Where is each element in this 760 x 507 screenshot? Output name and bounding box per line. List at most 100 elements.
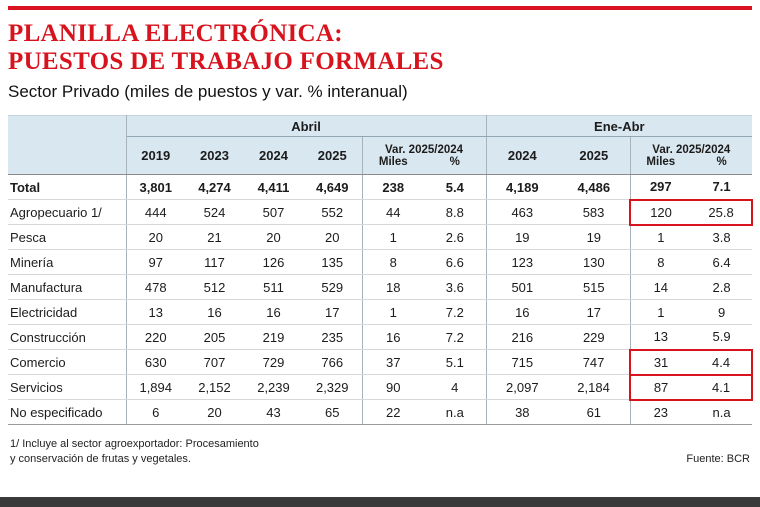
row-label: Servicios bbox=[8, 374, 127, 400]
cell: 463 bbox=[486, 199, 559, 225]
cell: 1 bbox=[362, 224, 424, 250]
cell: 126 bbox=[244, 249, 303, 275]
cell: 8 bbox=[362, 249, 424, 275]
cell: 7.1 bbox=[691, 174, 753, 200]
cell: 22 bbox=[362, 399, 424, 425]
cell: 238 bbox=[362, 174, 424, 200]
cell: 4,486 bbox=[558, 174, 631, 200]
corner-cell bbox=[8, 115, 127, 175]
cell: 5.9 bbox=[691, 324, 753, 350]
row-label: Manufactura bbox=[8, 274, 127, 300]
cell: 8 bbox=[630, 249, 692, 275]
cell: 13 bbox=[126, 299, 185, 325]
cell: 630 bbox=[126, 349, 185, 375]
cell: n.a bbox=[691, 399, 753, 425]
cell: 297 bbox=[630, 174, 692, 200]
cell: 97 bbox=[126, 249, 185, 275]
page-title: PLANILLA ELECTRÓNICA: PUESTOS DE TRABAJO … bbox=[8, 20, 752, 75]
cell: 43 bbox=[244, 399, 303, 425]
subheader-pct-abril: % bbox=[424, 155, 487, 175]
table-row: Construcción 220 205 219 235 16 7.2 216 229 13 5.9 bbox=[8, 324, 753, 350]
row-label: Comercio bbox=[8, 349, 127, 375]
row-label: Minería bbox=[8, 249, 127, 275]
cell: 729 bbox=[244, 349, 303, 375]
column-header-eneabr-2025: 2025 bbox=[558, 136, 631, 175]
header-year-row: 2019 2023 2024 2025 Var. 2025/2024 2024 … bbox=[8, 136, 753, 175]
cell: 4,649 bbox=[303, 174, 363, 200]
cell: 16 bbox=[185, 299, 244, 325]
cell: 229 bbox=[558, 324, 631, 350]
cell: 511 bbox=[244, 274, 303, 300]
cell: 19 bbox=[486, 224, 559, 250]
cell: 219 bbox=[244, 324, 303, 350]
cell: 13 bbox=[630, 324, 692, 350]
cell: 4 bbox=[424, 374, 487, 400]
cell: 3.6 bbox=[424, 274, 487, 300]
cell: 515 bbox=[558, 274, 631, 300]
cell: 87 bbox=[629, 373, 692, 401]
bottom-bar bbox=[0, 497, 760, 507]
data-table: Abril Ene-Abr 2019 2023 2024 2025 Var. 2… bbox=[8, 115, 754, 425]
cell: 1 bbox=[362, 299, 424, 325]
cell: 707 bbox=[185, 349, 244, 375]
cell: 6 bbox=[126, 399, 185, 425]
table-header: Abril Ene-Abr 2019 2023 2024 2025 Var. 2… bbox=[8, 115, 753, 175]
cell: 6.6 bbox=[424, 249, 487, 275]
cell: 5.1 bbox=[424, 349, 487, 375]
row-label: Electricidad bbox=[8, 299, 127, 325]
cell: 507 bbox=[244, 199, 303, 225]
footnote-line-2: y conservación de frutas y vegetales. bbox=[10, 453, 191, 466]
cell: 18 bbox=[362, 274, 424, 300]
row-label: Pesca bbox=[8, 224, 127, 250]
cell: 38 bbox=[486, 399, 559, 425]
cell: 2.8 bbox=[691, 274, 753, 300]
column-header-2024: 2024 bbox=[244, 136, 303, 175]
title-line-2: PUESTOS DE TRABAJO FORMALES bbox=[8, 47, 444, 75]
cell: n.a bbox=[424, 399, 487, 425]
cell: 20 bbox=[303, 224, 363, 250]
cell: 524 bbox=[185, 199, 244, 225]
cell: 2,239 bbox=[244, 374, 303, 400]
cell: 747 bbox=[558, 349, 631, 375]
cell: 1,894 bbox=[126, 374, 185, 400]
table-row: Manufactura 478 512 511 529 18 3.6 501 515 14 2.8 bbox=[8, 274, 753, 300]
cell: 16 bbox=[244, 299, 303, 325]
header-subunit-row: Miles % Miles % bbox=[8, 155, 753, 175]
cell: 61 bbox=[558, 399, 631, 425]
cell: 25.8 bbox=[691, 198, 754, 226]
cell: 235 bbox=[303, 324, 363, 350]
cell: 2,329 bbox=[303, 374, 363, 400]
table-row: Total 3,801 4,274 4,411 4,649 238 5.4 4,189 4,48… bbox=[8, 174, 753, 200]
cell: 17 bbox=[558, 299, 631, 325]
cell: 6.4 bbox=[691, 249, 753, 275]
row-label: Total bbox=[8, 174, 127, 200]
cell: 2.6 bbox=[424, 224, 487, 250]
cell: 715 bbox=[486, 349, 559, 375]
footnote: 1/ Incluye al sector agroexportador: Pro… bbox=[10, 437, 259, 468]
cell: 583 bbox=[558, 199, 631, 225]
table-row: Minería 97 117 126 135 8 6.6 123 130 8 6.4 bbox=[8, 249, 753, 275]
cell: 65 bbox=[303, 399, 363, 425]
cell: 220 bbox=[126, 324, 185, 350]
cell: 4.4 bbox=[691, 348, 754, 376]
subtitle: Sector Privado (miles de puestos y var. … bbox=[8, 82, 408, 101]
top-accent-rule bbox=[8, 6, 752, 10]
cell: 501 bbox=[486, 274, 559, 300]
row-label: Agropecuario 1/ bbox=[8, 199, 127, 225]
column-header-var-abril: Var. 2025/2024 bbox=[362, 136, 487, 156]
cell: 2,097 bbox=[486, 374, 559, 400]
footer-row: 1/ Incluye al sector agroexportador: Pro… bbox=[10, 437, 750, 468]
footnote-line-1: 1/ Incluye al sector agroexportador: Pro… bbox=[10, 438, 259, 450]
cell: 16 bbox=[362, 324, 424, 350]
cell: 17 bbox=[303, 299, 363, 325]
table-row: Agropecuario 1/444 524 507 552 44 8.8 463 583 12… bbox=[8, 198, 754, 226]
cell: 31 bbox=[629, 348, 692, 376]
title-line-1: PLANILLA ELECTRÓNICA: bbox=[8, 20, 343, 47]
cell: 37 bbox=[362, 349, 424, 375]
row-label: Construcción bbox=[8, 324, 127, 350]
cell: 5.4 bbox=[424, 174, 487, 200]
table-row: Comercio 630 707 729 766 37 5.1 715 747 31 4.4 bbox=[8, 348, 754, 376]
cell: 1 bbox=[630, 224, 692, 250]
cell: 4,411 bbox=[244, 174, 303, 200]
cell: 16 bbox=[486, 299, 559, 325]
